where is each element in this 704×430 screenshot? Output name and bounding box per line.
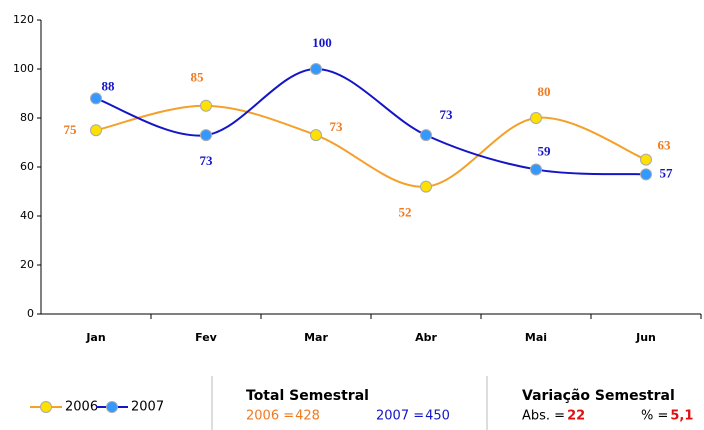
data-label: 57 bbox=[660, 165, 674, 180]
legend-marker bbox=[106, 401, 118, 413]
total-label: 2006 = bbox=[246, 409, 294, 424]
data-label: 88 bbox=[102, 78, 116, 93]
x-tick-label: Mai bbox=[525, 331, 547, 344]
marker bbox=[420, 129, 432, 142]
x-tick-label: Fev bbox=[195, 331, 218, 344]
variation-label: Abs. = bbox=[522, 409, 565, 424]
marker bbox=[310, 63, 322, 75]
data-label: 73 bbox=[330, 119, 344, 134]
data-label: 75 bbox=[64, 122, 78, 137]
x-tick-label: Mar bbox=[304, 331, 328, 344]
data-label: 73 bbox=[440, 107, 454, 122]
marker bbox=[90, 92, 102, 105]
marker bbox=[420, 180, 432, 193]
data-label: 52 bbox=[399, 205, 412, 220]
data-label: 100 bbox=[312, 35, 332, 50]
x-tick-label: Abr bbox=[415, 331, 437, 344]
data-label: 85 bbox=[191, 70, 205, 85]
marker bbox=[530, 112, 542, 124]
marker bbox=[200, 99, 212, 112]
marker bbox=[200, 129, 212, 142]
series-line bbox=[95, 104, 647, 188]
total-value: 428 bbox=[295, 409, 320, 424]
y-tick-label: 100 bbox=[13, 62, 34, 75]
x-tick-label: Jan bbox=[85, 331, 105, 344]
y-tick-label: 60 bbox=[20, 160, 34, 173]
marker bbox=[310, 129, 322, 142]
variation-title: Variação Semestral bbox=[522, 388, 675, 404]
total-label: 2007 = bbox=[376, 409, 424, 424]
y-tick-label: 20 bbox=[20, 258, 34, 271]
marker bbox=[530, 163, 542, 176]
data-label: 80 bbox=[538, 84, 551, 99]
marker bbox=[640, 168, 652, 181]
y-tick-label: 120 bbox=[13, 13, 34, 26]
y-tick-label: 80 bbox=[20, 111, 34, 124]
legend-marker bbox=[40, 401, 52, 413]
variation-value: 5,1 bbox=[670, 409, 693, 424]
data-label: 73 bbox=[200, 153, 214, 168]
marker bbox=[90, 124, 102, 137]
total-value: 450 bbox=[425, 409, 450, 424]
variation-label: % = bbox=[641, 409, 668, 424]
total-title: Total Semestral bbox=[246, 388, 369, 404]
legend-label: 2007 bbox=[131, 400, 164, 415]
variation-value: 22 bbox=[567, 409, 585, 424]
x-tick-label: Jun bbox=[635, 331, 656, 344]
y-tick-label: 0 bbox=[27, 307, 34, 320]
data-label: 63 bbox=[658, 138, 672, 153]
data-label: 59 bbox=[538, 143, 552, 158]
y-tick-label: 40 bbox=[20, 209, 34, 222]
marker bbox=[640, 153, 652, 166]
legend-label: 2006 bbox=[65, 400, 98, 415]
